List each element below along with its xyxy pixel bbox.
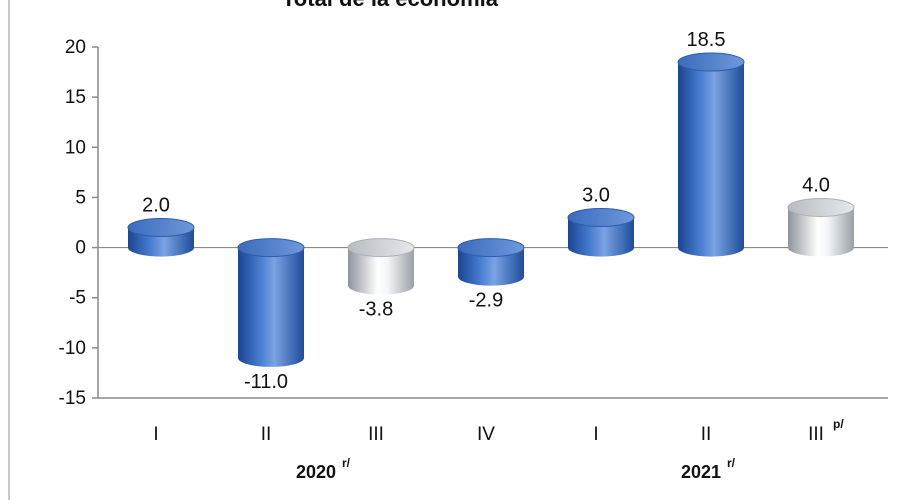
bar-bottom-cap: [238, 348, 304, 367]
bar: [127, 218, 195, 257]
bar: [347, 238, 415, 295]
bar: [787, 197, 855, 257]
bar-top-cap: [347, 238, 415, 258]
bar-bottom-cap: [568, 238, 634, 257]
y-tick-label: 10: [65, 137, 86, 158]
bar-bottom-cap: [788, 238, 854, 257]
bar-top-cap: [237, 238, 305, 258]
bar-bottom-cap: [128, 238, 194, 257]
bar-bottom-cap: [678, 238, 744, 257]
data-label: -2.9: [469, 290, 503, 312]
data-label: 3.0: [582, 184, 610, 206]
y-tick-label: 5: [75, 187, 86, 208]
y-tick-label: 20: [65, 37, 86, 58]
year-group-superscript: r/: [342, 456, 351, 470]
x-tick-label: III: [368, 424, 384, 445]
y-tick-label: -15: [59, 388, 86, 409]
data-label: -11.0: [244, 371, 288, 393]
x-tick-superscript: p/: [833, 417, 844, 431]
y-tick-label: -5: [69, 288, 86, 309]
data-label: -3.8: [359, 299, 393, 321]
bar: [237, 238, 305, 367]
year-group-superscript: r/: [727, 456, 736, 470]
bar-top-cap: [787, 197, 855, 217]
bar-bottom-cap: [458, 267, 524, 286]
data-label: 2.0: [142, 195, 170, 217]
y-tick-label: -10: [59, 338, 86, 359]
x-tick-label: IV: [477, 424, 495, 445]
bar-top-cap: [677, 52, 745, 72]
bar: [677, 52, 745, 257]
y-tick-label: 0: [75, 238, 86, 259]
x-tick-label: III: [808, 424, 824, 445]
x-tick-label: I: [593, 424, 598, 445]
bar-bottom-cap: [348, 276, 414, 295]
y-tick-label: 15: [65, 87, 86, 108]
bar-top-cap: [457, 238, 525, 258]
chart-title: Total de la economía: [180, 0, 600, 12]
bar: [457, 238, 525, 286]
bar-top-cap: [127, 218, 195, 238]
bar-top-cap: [567, 207, 635, 227]
bar-body: [238, 247, 304, 358]
chart-frame: Total de la economía: [8, 0, 906, 500]
year-group-label: 2021: [681, 462, 721, 482]
x-tick-label: II: [701, 424, 712, 445]
x-tick-label: II: [261, 424, 272, 445]
data-label: 18.5: [687, 29, 726, 51]
bar: [567, 207, 635, 257]
x-tick-label: I: [153, 424, 158, 445]
data-label: 4.0: [802, 174, 830, 196]
year-group-label: 2020: [296, 462, 336, 482]
bar-body: [678, 62, 744, 248]
